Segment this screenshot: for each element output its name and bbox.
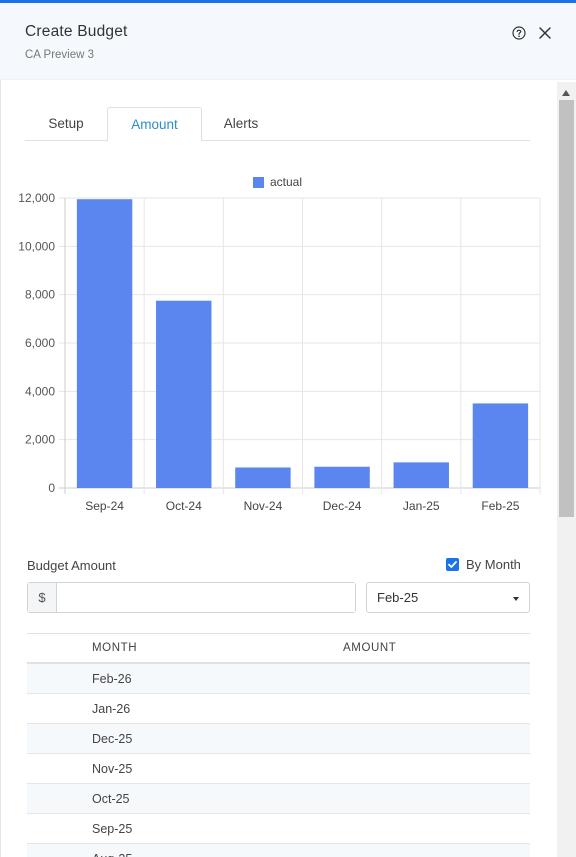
table-body: Feb-26 Jan-26 Dec-25 Nov-25 Oct-25 Sep-25 Aug-…: [27, 664, 530, 857]
by-month-label[interactable]: By Month: [466, 557, 521, 572]
tab-bar: Setup Amount Alerts: [25, 107, 530, 142]
column-header-amount: AMOUNT: [343, 642, 397, 654]
month-select[interactable]: Feb-25: [366, 582, 530, 613]
by-month-checkbox[interactable]: [446, 558, 459, 571]
bar-chart-svg: 0 2,000 4,000 6,000 8,000 10,000 12,000 Sep-24 O…: [18, 175, 541, 513]
help-circle-icon[interactable]: [512, 26, 526, 40]
x-tick-label: Nov-24: [244, 499, 283, 513]
y-tick-label: 8,000: [25, 288, 55, 302]
month-select-value: Feb-25: [377, 590, 419, 605]
table-row: Nov-25: [27, 754, 530, 784]
budget-amount-input[interactable]: [58, 583, 355, 612]
table-row: Feb-26: [27, 664, 530, 694]
bar-sep-24: [76, 199, 133, 489]
monthly-budget-table: MONTH AMOUNT Feb-26 Jan-26 Dec-25 Nov-25 Oct…: [27, 633, 530, 857]
x-tick-label: Sep-24: [85, 499, 124, 513]
vertical-scrollbar[interactable]: [557, 82, 576, 857]
scroll-thumb[interactable]: [559, 100, 574, 517]
tab-amount[interactable]: Amount: [107, 107, 202, 142]
actual-spend-chart: 0 2,000 4,000 6,000 8,000 10,000 12,000 Sep-24 O…: [0, 165, 557, 520]
legend-label: actual: [270, 175, 302, 189]
legend-swatch: [253, 177, 264, 188]
scroll-up-arrow-icon[interactable]: [562, 90, 570, 96]
bar-dec-24: [314, 466, 370, 488]
y-tick-label: 10,000: [18, 239, 55, 253]
tab-setup[interactable]: Setup: [48, 116, 84, 131]
checkmark-icon: [448, 561, 457, 568]
table-row: Dec-25: [27, 724, 530, 754]
table-header: MONTH AMOUNT: [27, 633, 530, 664]
month-cell: Nov-25: [92, 762, 133, 776]
table-row: Aug-25: [27, 844, 530, 857]
x-tick-label: Jan-25: [403, 499, 440, 513]
budget-amount-label: Budget Amount: [27, 558, 116, 573]
x-tick-label: Feb-25: [481, 499, 519, 513]
dialog-title: Create Budget: [25, 23, 128, 40]
x-tick-label: Oct-24: [166, 499, 202, 513]
dialog-header: Create Budget CA Preview 3: [0, 3, 576, 80]
close-icon[interactable]: [538, 26, 552, 40]
table-row: Jan-26: [27, 694, 530, 724]
month-cell: Jan-26: [92, 702, 131, 716]
panel-left-border: [0, 80, 1, 857]
y-tick-label: 2,000: [25, 433, 55, 447]
x-tick-label: Dec-24: [323, 499, 362, 513]
table-row: Oct-25: [27, 784, 530, 814]
month-cell: Sep-25: [92, 822, 133, 836]
y-tick-label: 6,000: [25, 336, 55, 350]
top-accent-bar: [0, 0, 576, 3]
caret-down-icon: [513, 597, 519, 601]
month-cell: Oct-25: [92, 792, 130, 806]
table-row: Sep-25: [27, 814, 530, 844]
dialog-subtitle: CA Preview 3: [25, 49, 95, 61]
budget-amount-group: $: [27, 582, 356, 613]
month-cell: Dec-25: [92, 732, 133, 746]
bar-oct-24: [156, 300, 212, 488]
y-tick-label: 12,000: [18, 191, 55, 205]
y-tick-label: 0: [48, 481, 55, 495]
bar-feb-25: [472, 403, 529, 488]
y-tick-label: 4,000: [25, 384, 55, 398]
bar-jan-25: [393, 462, 449, 488]
month-cell: Aug-25: [92, 852, 132, 857]
tab-alerts[interactable]: Alerts: [223, 116, 259, 131]
currency-symbol: $: [28, 583, 57, 612]
month-cell: Feb-26: [92, 672, 132, 686]
column-header-month: MONTH: [92, 642, 138, 654]
bar-nov-24: [235, 467, 291, 488]
